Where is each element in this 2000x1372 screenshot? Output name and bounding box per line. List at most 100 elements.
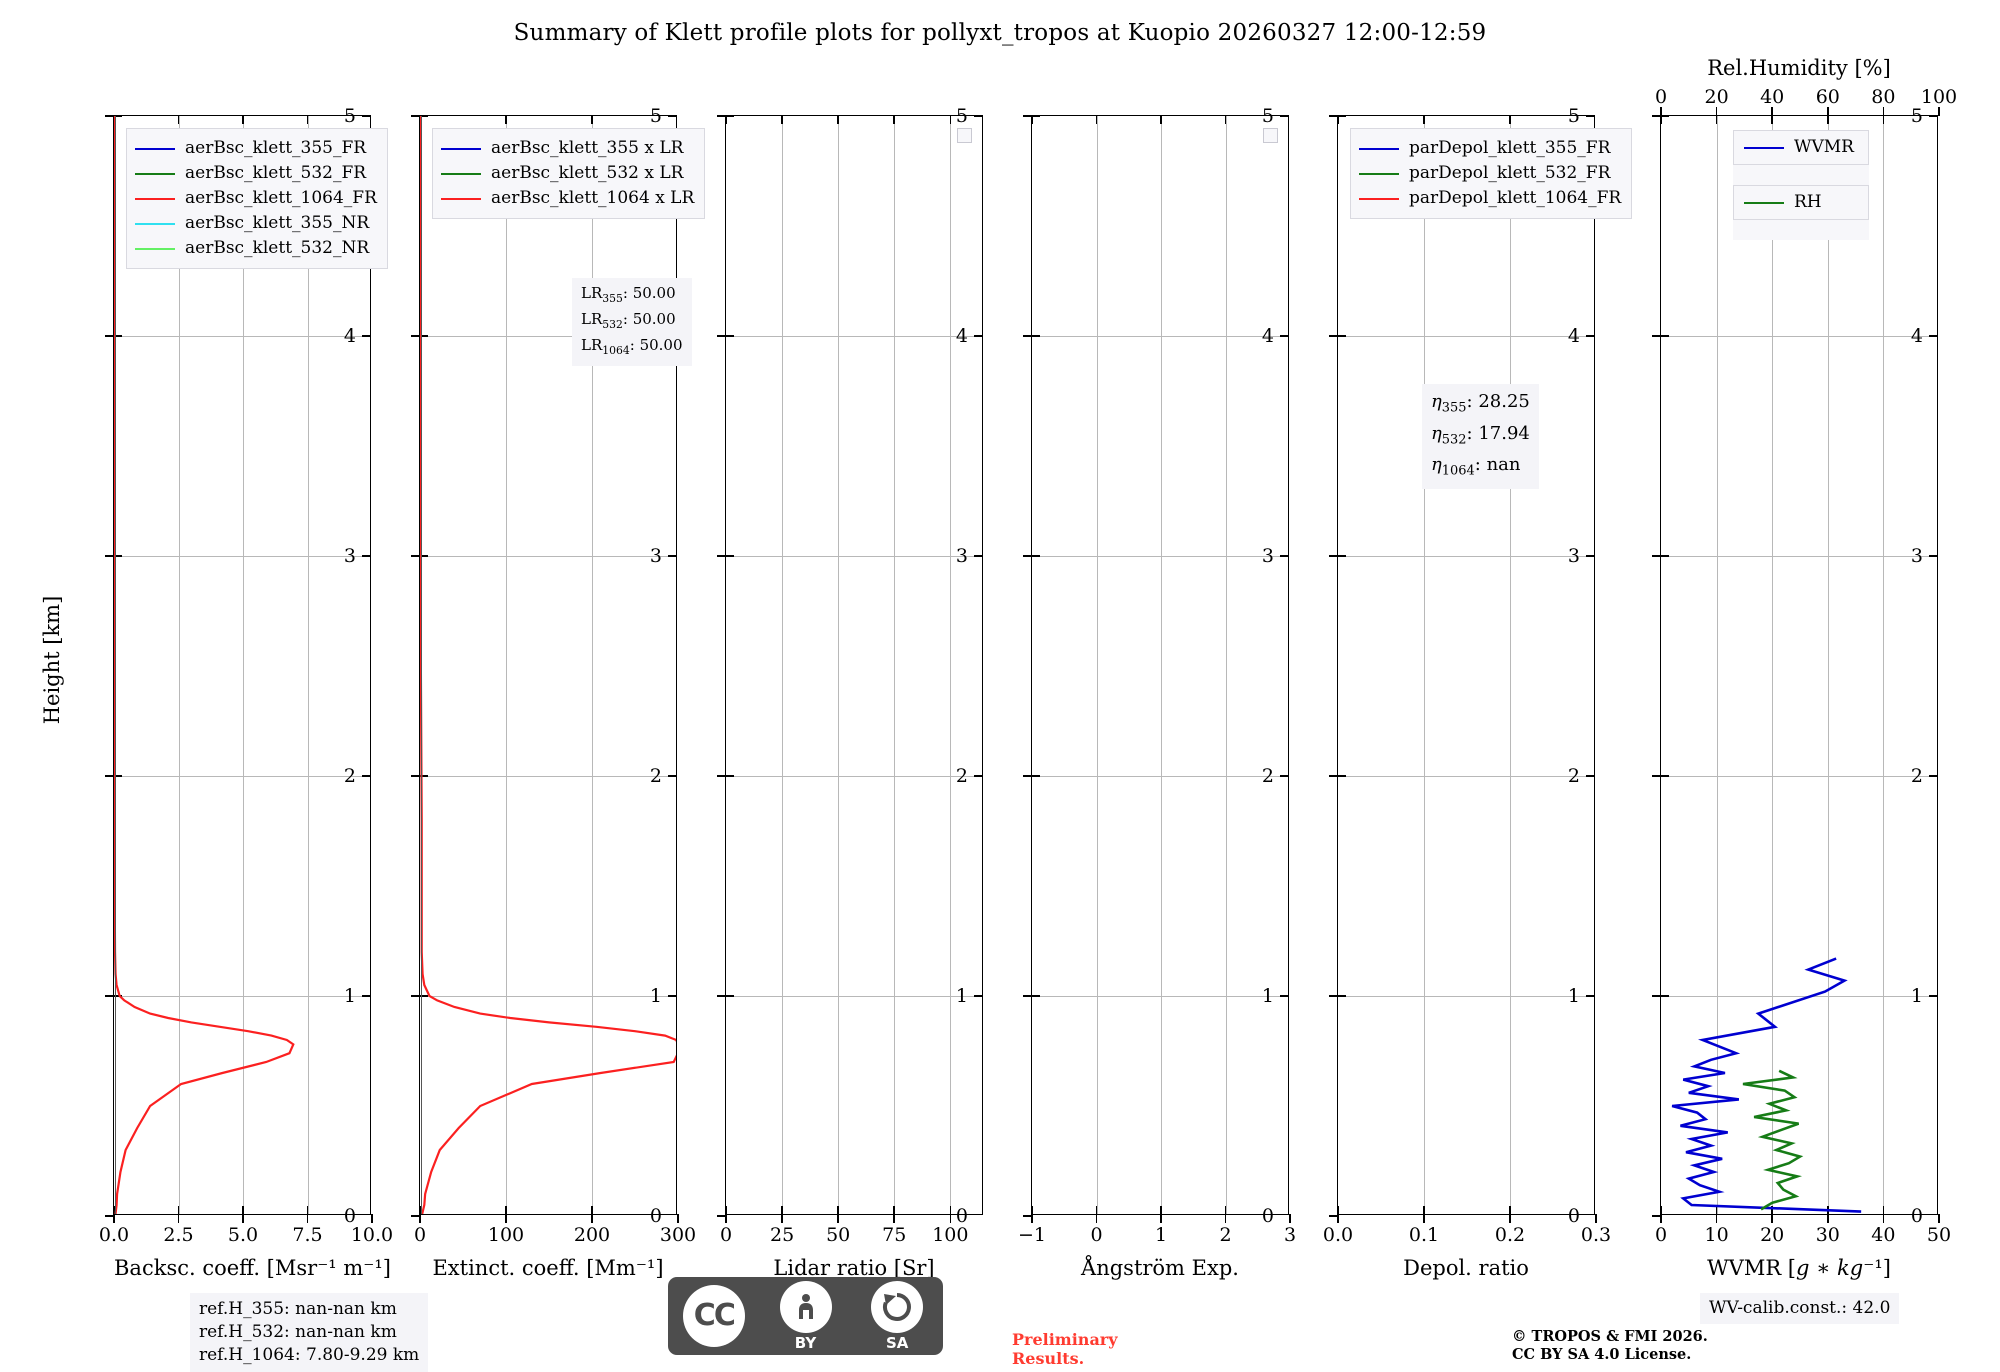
y-tick-right [1929, 555, 1937, 557]
x-tick-top-inner [949, 116, 952, 124]
plot-panel-backscatter[interactable]: 0 1 2 3 4 5 0.0 2.5 5.0 7.5 10.0 Backsc. coeff. [Ms… [99, 105, 393, 1280]
x-tick-label: 0 [1654, 1224, 1668, 1246]
y-tick-outer [717, 1215, 726, 1217]
gridline-horizontal [420, 336, 676, 337]
x-tick-outer [1938, 1214, 1940, 1223]
y-tick-label: 2 [1261, 765, 1274, 787]
x-tick-inner [1095, 1206, 1098, 1214]
x-tick-inner [1882, 1206, 1885, 1214]
legend-item[interactable]: aerBsc_klett_532_NR [135, 236, 377, 261]
x-tick-top-inner [177, 116, 180, 124]
y-tick-inner [1338, 335, 1346, 337]
x-top-tick-label: 100 [1920, 86, 1958, 108]
gridline-vertical [1827, 116, 1829, 1214]
x-tick-outer [1660, 1214, 1662, 1223]
plot-panel-wvmr[interactable]: 0 1 2 3 4 5 0 10 20 30 40 50 WVMR [𝑔 ∗ 𝑘𝑔⁻¹] 0 20 40 60 8… [1652, 56, 1957, 1280]
legend-item[interactable]: aerBsc_klett_355_FR [135, 136, 377, 161]
plot-panel-lidar-ratio[interactable]: 0 1 2 3 4 5 0 25 50 75 100 Lidar ratio [Sr] [717, 105, 983, 1280]
y-tick-right [362, 335, 370, 337]
plot-panel-depol-ratio[interactable]: 0 1 2 3 4 5 0.0 0.1 0.2 0.3 Depol. ratio parDepol_k… [1323, 105, 1633, 1280]
x-top-tick-inner [1882, 116, 1885, 124]
x-tick-label: 0 [413, 1224, 427, 1246]
y-tick-inner [726, 775, 734, 777]
plot-panel-extinction[interactable]: 0123450100200300Extinct. coeff. [Mm⁻¹]ae… [411, 105, 706, 1280]
y-tick-inner [1338, 116, 1346, 117]
legend-color-swatch [441, 197, 481, 200]
legend-item[interactable]: WVMR [1733, 130, 1869, 165]
x-tick-outer [725, 1214, 727, 1223]
x-tick-inner [949, 1206, 952, 1214]
x-tick-label: 25 [769, 1224, 795, 1246]
legend-item[interactable]: aerBsc_klett_1064 x LR [441, 186, 694, 211]
y-tick-label: 5 [343, 105, 356, 127]
x-tick-label: 10.0 [350, 1224, 394, 1246]
x-tick-inner [1160, 1206, 1162, 1214]
gridline-horizontal [114, 996, 370, 997]
legend-label: aerBsc_klett_1064 x LR [491, 188, 695, 208]
y-tick-right [668, 116, 676, 117]
y-tick-outer [411, 995, 420, 997]
y-tick-inner [1338, 775, 1346, 777]
gridline-horizontal [420, 556, 676, 557]
gridline-vertical [506, 116, 507, 1214]
y-tick-label: 0 [1261, 1205, 1274, 1227]
x-tick-outer [505, 1214, 507, 1223]
x-tick-inner [420, 1206, 421, 1214]
y-tick-inner [420, 335, 428, 337]
legend-color-swatch [135, 147, 175, 150]
legend-item[interactable]: aerBsc_klett_355 x LR [441, 136, 694, 161]
x-axis-title-lidar-ratio: Lidar ratio [Sr] [773, 1256, 935, 1280]
preliminary-line-1: Preliminary [1012, 1330, 1118, 1349]
plot-panel-angstrom[interactable]: 0 1 2 3 4 5 −1 0 1 2 3 Ångström Exp. [1018, 105, 1296, 1280]
ref-h-1064: ref.H_1064: 7.80-9.29 km [199, 1345, 420, 1365]
y-tick-right [974, 116, 982, 117]
x-top-tick-outer [1882, 107, 1885, 116]
gridline-horizontal [1338, 776, 1594, 777]
cc-by-label: BY [794, 1333, 817, 1352]
y-tick-outer [411, 1215, 420, 1217]
legend-depol-ratio[interactable]: parDepol_klett_355_FR parDepol_klett_532_… [1350, 128, 1633, 219]
y-tick-right [1280, 116, 1288, 117]
info-value: 50.00 [639, 336, 683, 354]
legend-item[interactable]: aerBsc_klett_532_FR [135, 161, 377, 186]
y-tick-outer [1023, 995, 1032, 997]
x-tick-outer [1224, 1214, 1227, 1223]
info-box-extinction: LR355: 50.00 LR532: 50.00 LR1064: 50.00 [572, 278, 692, 366]
y-tick-inner [1338, 995, 1346, 997]
y-tick-right [1929, 335, 1937, 337]
y-tick-right [1929, 116, 1937, 117]
legend-item[interactable]: parDepol_klett_355_FR [1359, 136, 1621, 161]
gridline-vertical [838, 116, 840, 1214]
info-value: 28.25 [1478, 391, 1530, 412]
gridline-vertical [1225, 116, 1227, 1214]
gridline-vertical [1510, 116, 1511, 1214]
empty-legend-box[interactable] [1263, 128, 1278, 143]
x-tick-inner [1771, 1206, 1773, 1214]
legend-label: aerBsc_klett_532 x LR [491, 163, 684, 183]
info-value: 50.00 [632, 310, 676, 328]
legend-item[interactable]: parDepol_klett_532_FR [1359, 161, 1621, 186]
legend-item[interactable]: aerBsc_klett_355_NR [135, 211, 377, 236]
x-top-tick-label: 40 [1760, 86, 1785, 108]
legend-item[interactable]: parDepol_klett_1064_FR [1359, 186, 1621, 211]
y-tick-outer [1652, 1215, 1661, 1217]
y-tick-outer [411, 115, 420, 117]
y-tick-outer [717, 775, 726, 777]
legend-item[interactable]: aerBsc_klett_532 x LR [441, 161, 694, 186]
legend-extinction[interactable]: aerBsc_klett_355 x LR aerBsc_klett_532 x … [432, 128, 706, 219]
y-tick-label: 4 [955, 325, 968, 347]
y-tick-right [1280, 555, 1288, 557]
gridline-horizontal [1338, 336, 1594, 337]
series-layer-backscatter [114, 116, 295, 1214]
legend-item[interactable]: aerBsc_klett_1064_FR [135, 186, 377, 211]
y-tick-label: 0 [1567, 1205, 1580, 1227]
legend-color-swatch [135, 222, 175, 225]
empty-legend-box[interactable] [957, 128, 972, 143]
legend-backscatter[interactable]: aerBsc_klett_355_FR aerBsc_klett_532_FR ae… [126, 128, 388, 269]
legend-item[interactable]: RH [1733, 185, 1869, 220]
y-tick-right [1586, 995, 1594, 997]
wv-calib-const-box: WV-calib.const.: 42.0 [1700, 1293, 1900, 1324]
legend-wvmr[interactable]: WVMR RH [1733, 130, 1869, 240]
y-tick-inner [1661, 555, 1669, 557]
y-axis-title: Height [km] [40, 595, 64, 725]
